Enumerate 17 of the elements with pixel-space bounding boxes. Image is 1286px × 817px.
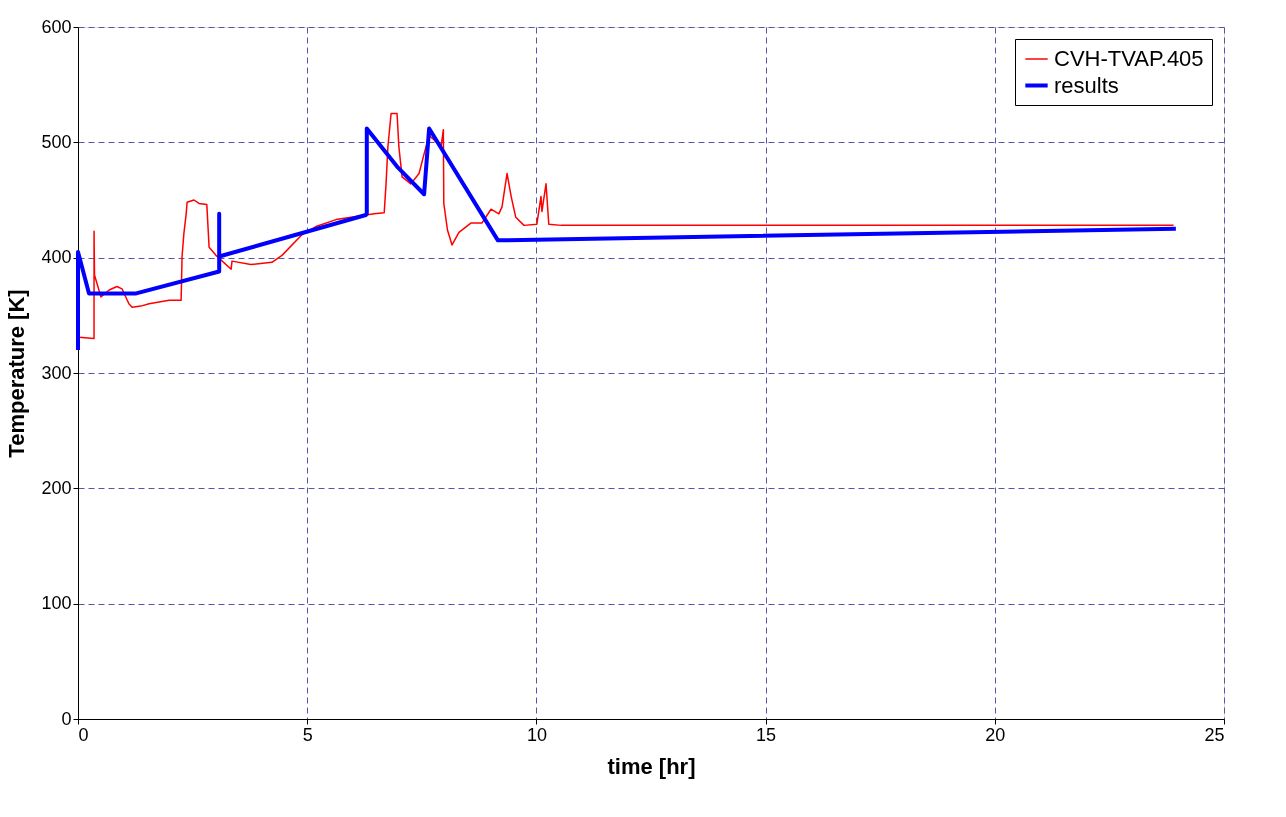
- y-tick-label: 200: [41, 477, 72, 498]
- y-tick-label: 100: [41, 593, 72, 614]
- y-tick-label: 500: [41, 131, 72, 152]
- x-axis-title: time [hr]: [607, 753, 696, 779]
- x-tick-label: 20: [985, 724, 1006, 745]
- legend-label: results: [1054, 72, 1119, 98]
- legend-label: CVH-TVAP.405: [1054, 46, 1204, 71]
- y-tick-label: 300: [41, 362, 72, 383]
- x-tick-label: 10: [526, 724, 547, 745]
- y-axis-title: Temperature [K]: [4, 289, 30, 458]
- x-tick-label: 0: [78, 724, 89, 745]
- y-tick-label: 400: [41, 247, 72, 268]
- x-tick-label: 5: [302, 724, 313, 745]
- y-tick-label: 0: [61, 708, 72, 729]
- x-tick-label: 15: [756, 724, 777, 745]
- y-tick-label: 600: [41, 16, 72, 37]
- x-tick-label: 25: [1204, 724, 1225, 745]
